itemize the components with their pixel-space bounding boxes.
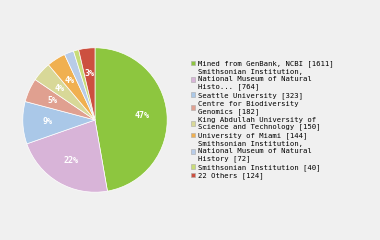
Text: 4%: 4% bbox=[65, 76, 75, 85]
Wedge shape bbox=[79, 48, 95, 120]
Wedge shape bbox=[35, 65, 95, 120]
Text: 9%: 9% bbox=[43, 117, 53, 126]
Wedge shape bbox=[27, 120, 108, 192]
Text: 22%: 22% bbox=[64, 156, 79, 165]
Wedge shape bbox=[25, 80, 95, 120]
Wedge shape bbox=[95, 48, 167, 191]
Text: 47%: 47% bbox=[135, 111, 149, 120]
Text: 3%: 3% bbox=[85, 69, 95, 78]
Wedge shape bbox=[73, 50, 95, 120]
Text: 5%: 5% bbox=[47, 96, 57, 105]
Legend: Mined from GenBank, NCBI [1611], Smithsonian Institution,
National Museum of Nat: Mined from GenBank, NCBI [1611], Smithso… bbox=[190, 59, 335, 181]
Wedge shape bbox=[65, 51, 95, 120]
Wedge shape bbox=[49, 54, 95, 120]
Text: 4%: 4% bbox=[55, 84, 65, 93]
Wedge shape bbox=[23, 102, 95, 144]
